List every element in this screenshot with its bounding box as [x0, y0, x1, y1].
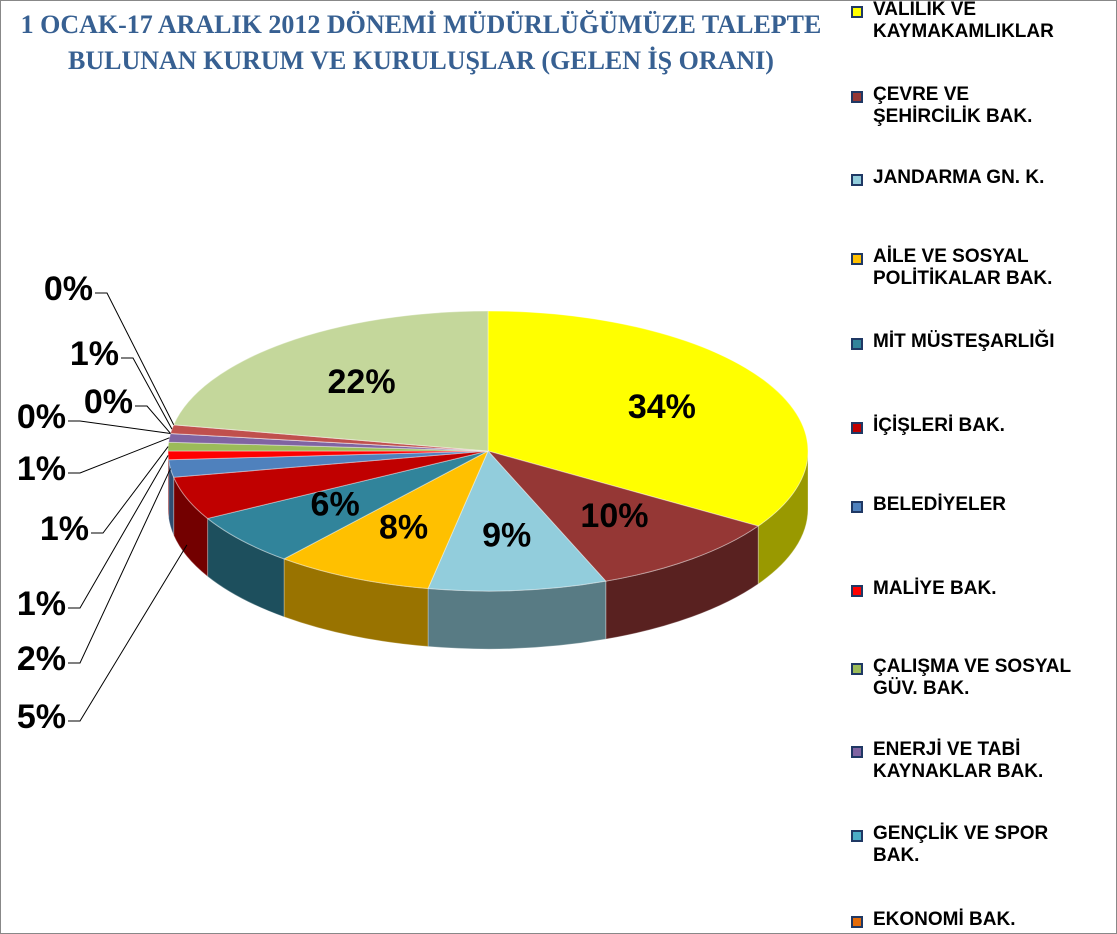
pie-slice — [486, 450, 760, 582]
legend-swatch — [851, 338, 863, 350]
data-label: 8% — [379, 509, 428, 547]
data-label: 0% — [84, 383, 133, 421]
legend-label: ÇALIŞMA VE SOSYAL GÜV. BAK. — [873, 656, 1071, 699]
leader-line — [68, 420, 171, 434]
leader-line — [68, 437, 170, 474]
pie-slice — [172, 450, 489, 519]
legend-swatch — [851, 501, 863, 513]
legend-label: GENÇLİK VE SPOR BAK. — [873, 823, 1049, 866]
data-label: 0% — [17, 398, 66, 436]
legend-label: MALİYE BAK. — [873, 578, 997, 599]
legend-label: ENERJİ VE TABİ KAYNAKLAR BAK. — [873, 739, 1044, 782]
data-label: 1% — [70, 335, 119, 373]
legend-label: İÇİŞLERİ BAK. — [873, 415, 1005, 436]
leader-line — [91, 446, 169, 534]
pie-slice — [487, 310, 809, 527]
legend-label: AİLE VE SOSYAL POLİTİKALAR BAK. — [873, 246, 1053, 289]
leader-line — [135, 405, 171, 434]
data-label: 10% — [580, 497, 648, 535]
data-label: 9% — [482, 516, 531, 554]
legend-swatch — [851, 253, 863, 265]
legend-swatch — [851, 916, 863, 928]
leader-line — [121, 357, 173, 430]
legend-label: VALİLİK VE KAYMAKAMLIKLAR — [873, 0, 1054, 42]
pie-slice — [282, 449, 490, 590]
pie-slice-side — [427, 580, 607, 650]
data-label: 1% — [17, 450, 66, 488]
legend-label: ÇEVRE VE ŞEHİRCİLİK BAK. — [873, 84, 1033, 127]
data-label: 5% — [17, 698, 66, 736]
legend-label: EKONOMİ BAK. — [873, 909, 1016, 930]
data-label: 2% — [17, 640, 66, 678]
legend-swatch — [851, 746, 863, 758]
chart-title: 1 OCAK-17 ARALIK 2012 DÖNEMİ MÜDÜRLÜĞÜMÜ… — [20, 10, 822, 75]
pie-slice — [167, 441, 489, 452]
data-label: 1% — [40, 510, 89, 548]
legend-swatch — [851, 585, 863, 597]
legend-label: BELEDİYELER — [873, 494, 1007, 515]
leader-line — [68, 468, 171, 664]
legend-swatch — [851, 422, 863, 434]
pie-slice — [427, 450, 607, 592]
pie-slice — [172, 310, 489, 452]
legend-swatch — [851, 6, 863, 18]
legend-label: JANDARMA GN. K. — [873, 167, 1045, 188]
data-label: 1% — [17, 585, 66, 623]
leader-line — [68, 544, 188, 722]
pie-slice — [206, 450, 489, 560]
leader-line — [95, 292, 175, 425]
legend-swatch — [851, 174, 863, 186]
data-label: 34% — [628, 388, 696, 426]
data-label: 22% — [328, 363, 396, 401]
data-label: 6% — [311, 485, 360, 523]
data-label: 0% — [44, 270, 93, 308]
leader-line — [68, 455, 169, 609]
legend-label: MİT MÜSTEŞARLIĞI — [873, 331, 1055, 352]
legend-swatch — [851, 91, 863, 103]
legend-swatch — [851, 663, 863, 675]
legend-swatch — [851, 830, 863, 842]
